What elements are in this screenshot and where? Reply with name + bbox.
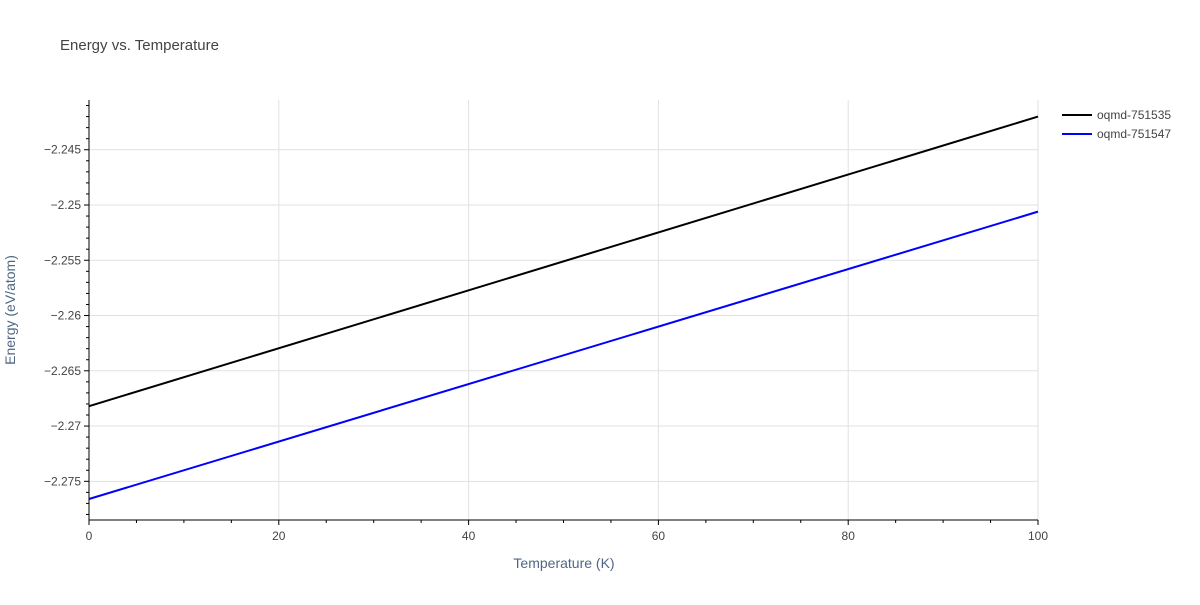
x-tick-label: 80 <box>842 529 856 543</box>
x-tick-label: 60 <box>652 529 666 543</box>
y-axis-title: Energy (eV/atom) <box>2 255 18 365</box>
chart-title: Energy vs. Temperature <box>60 37 219 54</box>
series-layer <box>88 115 1039 500</box>
series-line-oqmd-751547 <box>88 210 1039 500</box>
x-tick-label: 40 <box>462 529 476 543</box>
legend-label: oqmd-751535 <box>1097 108 1171 122</box>
x-tick-label: 100 <box>1028 529 1048 543</box>
x-axis-title: Temperature (K) <box>513 555 614 571</box>
grid-layer <box>89 100 1039 520</box>
y-tick-label: −2.26 <box>51 309 82 323</box>
y-tick-label: −2.25 <box>51 198 82 212</box>
y-tick-label: −2.27 <box>51 419 82 433</box>
y-tick-label: −2.255 <box>44 253 81 267</box>
x-tick-label: 20 <box>272 529 286 543</box>
x-tick-label: 0 <box>86 529 93 543</box>
y-tick-label: −2.265 <box>44 364 81 378</box>
axes-layer: 0 20 40 60 80 100 −2.245 −2.25 −2.255 −2.26 −2.265… <box>44 100 1048 543</box>
legend-label: oqmd-751547 <box>1097 127 1171 141</box>
y-tick-label: −2.275 <box>44 474 81 488</box>
y-tick-label: −2.245 <box>44 143 81 157</box>
series-line-oqmd-751535 <box>88 115 1039 408</box>
legend: oqmd-751535 oqmd-751547 <box>1062 108 1171 141</box>
